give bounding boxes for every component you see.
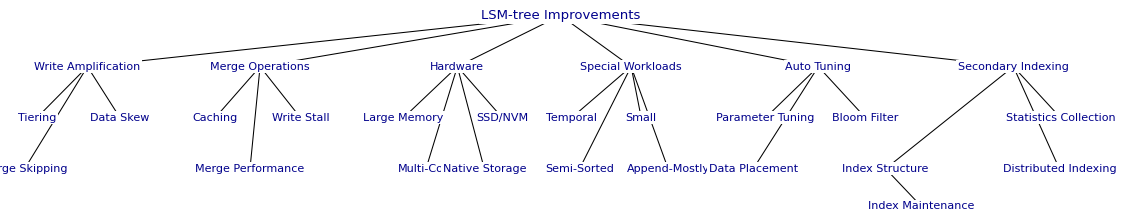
Text: Data Placement: Data Placement — [708, 164, 798, 174]
Text: Index Maintenance: Index Maintenance — [869, 201, 974, 212]
Text: Index Structure: Index Structure — [842, 164, 929, 174]
Text: Merge Performance: Merge Performance — [195, 164, 305, 174]
Text: Caching: Caching — [193, 113, 238, 123]
Text: Small: Small — [626, 113, 657, 123]
Text: Tiering: Tiering — [18, 113, 56, 123]
Text: Write Amplification: Write Amplification — [35, 61, 140, 72]
Text: Write Stall: Write Stall — [271, 113, 330, 123]
Text: Native Storage: Native Storage — [443, 164, 526, 174]
Text: Semi-Sorted: Semi-Sorted — [545, 164, 614, 174]
Text: Large Memory: Large Memory — [363, 113, 444, 123]
Text: Bloom Filter: Bloom Filter — [832, 113, 899, 123]
Text: Append-Mostly: Append-Mostly — [627, 164, 710, 174]
Text: Merge Skipping: Merge Skipping — [0, 164, 68, 174]
Text: Auto Tuning: Auto Tuning — [786, 61, 851, 72]
Text: SSD/NVM: SSD/NVM — [476, 113, 528, 123]
Text: Secondary Indexing: Secondary Indexing — [958, 61, 1068, 72]
Text: Multi-Core: Multi-Core — [398, 164, 454, 174]
Text: Parameter Tuning: Parameter Tuning — [716, 113, 815, 123]
Text: Hardware: Hardware — [430, 61, 484, 72]
Text: Temporal: Temporal — [546, 113, 597, 123]
Text: Data Skew: Data Skew — [91, 113, 149, 123]
Text: Special Workloads: Special Workloads — [581, 61, 682, 72]
Text: LSM-tree Improvements: LSM-tree Improvements — [481, 9, 640, 22]
Text: Distributed Indexing: Distributed Indexing — [1002, 164, 1117, 174]
Text: Merge Operations: Merge Operations — [211, 61, 309, 72]
Text: Statistics Collection: Statistics Collection — [1006, 113, 1115, 123]
